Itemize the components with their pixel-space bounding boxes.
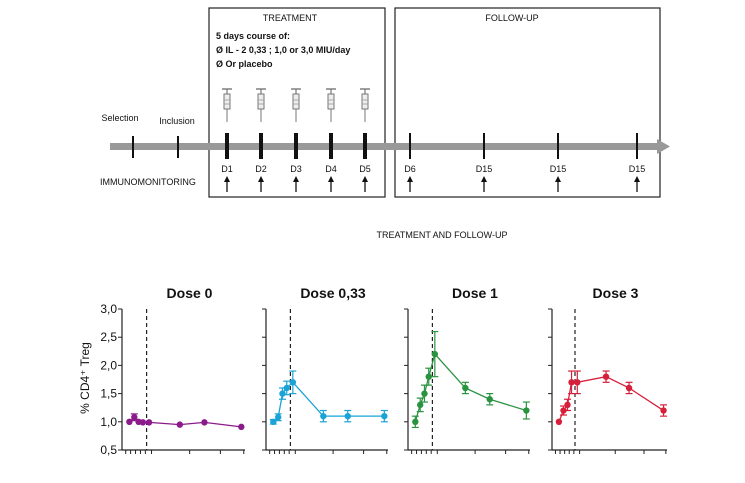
- day-tick: [409, 133, 411, 159]
- day-tick: [225, 133, 229, 159]
- followup-title: FOLLOW-UP: [485, 13, 538, 23]
- panel-1: Dose 0,33: [262, 285, 388, 454]
- y-axis-label: % CD4⁺ Treg: [78, 342, 92, 414]
- y-tick-label: 3,0: [100, 302, 117, 316]
- syringe-icon: [256, 88, 266, 122]
- up-arrow-head-icon: [293, 176, 299, 182]
- day-label: D15: [476, 164, 493, 174]
- immunomonitoring-label: IMMUNOMONITORING: [100, 177, 196, 187]
- up-arrow-head-icon: [258, 176, 264, 182]
- timeline-arrowhead: [657, 139, 670, 154]
- data-point: [555, 418, 563, 425]
- up-arrow-head-icon: [224, 176, 230, 182]
- data-point: [431, 350, 439, 358]
- data-point: [564, 401, 571, 409]
- data-point: [425, 373, 432, 380]
- day-label: D5: [359, 164, 371, 174]
- syringes: [222, 88, 370, 122]
- day-tick: [636, 133, 638, 159]
- day-label: D1: [221, 164, 233, 174]
- data-point: [568, 379, 575, 386]
- data-point: [660, 407, 667, 414]
- up-arrow-head-icon: [328, 176, 334, 182]
- up-arrow-head-icon: [634, 176, 640, 182]
- y-tick-label: 2,5: [100, 330, 117, 344]
- day-label: D15: [550, 164, 567, 174]
- data-point: [126, 418, 133, 425]
- treatment-title: TREATMENT: [263, 13, 318, 23]
- data-point: [625, 384, 633, 392]
- syringe-icon: [291, 88, 301, 122]
- data-point: [412, 418, 419, 425]
- selection-tick: [132, 136, 134, 158]
- inclusion-tick: [177, 136, 179, 158]
- data-point: [421, 390, 428, 397]
- data-point: [279, 390, 286, 397]
- y-tick-labels: 0,5 1,0 1,5 2,0 2,5 3,0: [100, 302, 117, 457]
- y-tick-label: 0,5: [100, 443, 117, 457]
- day-label: D15: [629, 164, 646, 174]
- data-point: [320, 412, 327, 420]
- y-tick-label: 1,5: [100, 387, 117, 401]
- day-tick: [483, 133, 485, 159]
- day-label: D2: [255, 164, 267, 174]
- y-tick-label: 1,0: [100, 415, 117, 429]
- syringe-icon: [222, 88, 232, 122]
- panel-title: Dose 3: [593, 285, 639, 301]
- panel-title: Dose 1: [452, 285, 498, 301]
- data-point: [344, 412, 351, 420]
- day-tick: [294, 133, 298, 159]
- data-point: [602, 373, 610, 380]
- timeline-caption: TREATMENT AND FOLLOW-UP: [376, 230, 507, 240]
- up-arrow-head-icon: [407, 176, 413, 182]
- syringe-icon: [326, 88, 336, 122]
- data-point: [462, 384, 469, 392]
- panel-2: Dose 1: [404, 285, 530, 454]
- inclusion-label: Inclusion: [159, 116, 195, 126]
- panel-3: Dose 3: [548, 285, 668, 454]
- data-point: [139, 419, 147, 426]
- up-arrow-head-icon: [555, 176, 561, 182]
- timeline-axis: [110, 143, 658, 150]
- selection-label: Selection: [101, 113, 138, 123]
- day-tick: [329, 133, 333, 159]
- data-point: [560, 407, 567, 414]
- y-tick-label: 2,0: [100, 358, 117, 372]
- day-tick: [557, 133, 559, 159]
- course-line-3: Ø Or placebo: [216, 59, 273, 69]
- data-point: [238, 423, 245, 431]
- data-point: [145, 419, 153, 426]
- timeline-days: D1 D2 D3 D4 D5 D6 D15 D15 D15: [221, 133, 645, 192]
- data-point: [275, 414, 282, 421]
- course-line-1: 5 days course of:: [216, 31, 290, 41]
- syringe-icon: [360, 88, 370, 122]
- day-tick: [259, 133, 263, 159]
- treatment-box: [208, 7, 386, 198]
- data-point: [486, 396, 493, 403]
- day-label: D3: [290, 164, 302, 174]
- data-point: [283, 384, 290, 392]
- day-label: D6: [404, 164, 416, 174]
- panel-0: Dose 0: [118, 285, 245, 454]
- followup-box: [394, 7, 661, 198]
- data-point: [381, 412, 388, 420]
- panel-title: Dose 0,33: [300, 285, 366, 301]
- panel-title: Dose 0: [167, 285, 213, 301]
- data-point: [523, 407, 530, 414]
- data-point: [131, 414, 138, 421]
- data-point: [201, 419, 208, 426]
- data-point: [289, 379, 297, 386]
- day-label: D4: [325, 164, 337, 174]
- data-point: [270, 418, 277, 425]
- data-point: [417, 401, 424, 409]
- day-tick: [363, 133, 367, 159]
- course-line-2: Ø IL - 2 0,33 ; 1,0 or 3,0 MIU/day: [216, 45, 350, 55]
- up-arrow-head-icon: [362, 176, 368, 182]
- data-point: [574, 379, 581, 386]
- chart-panels: Dose 0 Dose 0,33 Dose 1 Dose 3: [118, 285, 668, 454]
- up-arrow-head-icon: [481, 176, 487, 182]
- data-point: [176, 421, 184, 428]
